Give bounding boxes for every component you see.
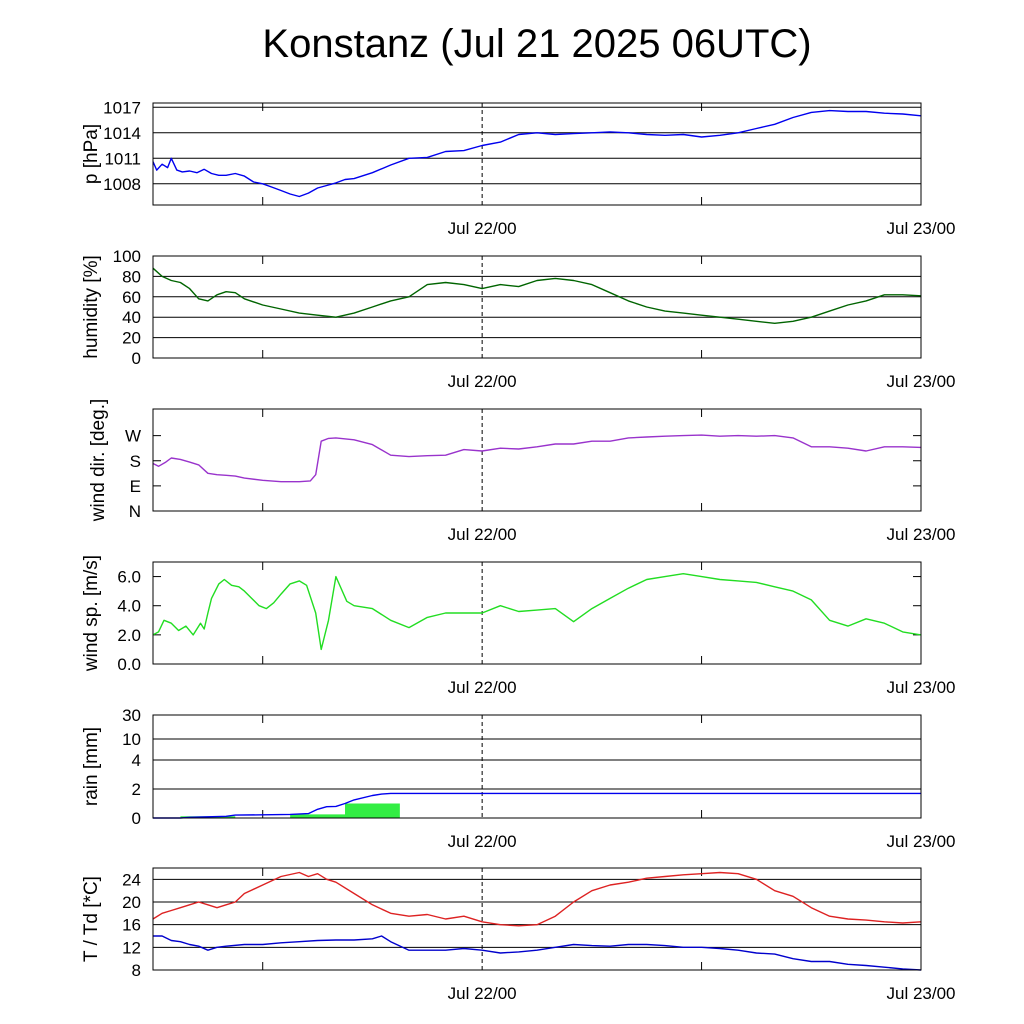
x-tick-label: Jul 23/00 (887, 525, 956, 544)
y-tick-label: 16 (122, 916, 141, 935)
y-axis-label: T / Td [*C] (81, 876, 102, 962)
series-line-td (153, 935, 922, 971)
x-tick-label: Jul 23/00 (887, 372, 956, 391)
panel-4: 0.0 2.0 4.0 6.0 Jul 22/00 Jul 23/00 wind sp. [… (81, 555, 956, 697)
y-tick-label: 4 (132, 751, 141, 770)
x-tick-label: Jul 22/00 (448, 678, 517, 697)
y-axis-label: humidity [%] (81, 255, 102, 358)
chart-title: Konstanz (Jul 21 2025 06UTC) (262, 22, 812, 66)
panel-frame (152, 408, 922, 512)
y-tick-label: W (125, 427, 141, 446)
y-tick-label: 0 (132, 809, 141, 828)
series-line-1 (152, 434, 922, 483)
x-tick-label: Jul 22/00 (448, 525, 517, 544)
y-tick-label: 24 (122, 870, 141, 889)
y-tick-label: 0.0 (117, 655, 141, 674)
y-tick-label: 80 (122, 267, 141, 286)
x-tick-label: Jul 23/00 (887, 984, 956, 1003)
y-tick-label: 1014 (103, 124, 141, 143)
panel-frame (152, 561, 922, 665)
panel-1: 1008 1011 1014 1017 Jul 22/00 Jul 23/00 p [hPa… (81, 98, 956, 238)
x-tick-label: Jul 22/00 (448, 832, 517, 851)
y-tick-label: 10 (122, 730, 141, 749)
y-tick-label: 12 (122, 938, 141, 957)
series-line-1 (152, 267, 922, 324)
y-axis-label: p [hPa] (81, 124, 102, 184)
x-tick-label: Jul 23/00 (887, 678, 956, 697)
y-tick-label: 1017 (103, 98, 141, 117)
x-tick-label: Jul 22/00 (448, 984, 517, 1003)
series-line-1 (153, 792, 921, 819)
x-tick-label: Jul 23/00 (887, 219, 956, 238)
y-tick-label: 30 (122, 706, 141, 725)
x-tick-label: Jul 22/00 (448, 219, 517, 238)
panel-6: 8 12 16 20 24 Jul 22/00 Jul 23/00 T / Td [*C] (81, 867, 956, 1003)
y-axis-label: wind sp. [m/s] (81, 555, 102, 672)
rain-bar (345, 803, 400, 818)
y-tick-label: 40 (122, 308, 141, 327)
y-tick-label: S (130, 452, 141, 471)
y-axis-label: rain [mm] (81, 727, 102, 806)
series-line-t (152, 871, 922, 927)
y-tick-label: 1011 (104, 149, 141, 168)
y-tick-label: 8 (132, 961, 141, 980)
panel-frame (152, 714, 922, 819)
panel-frame (152, 867, 922, 971)
series-line-1 (152, 573, 922, 651)
panel-frame (152, 255, 922, 359)
y-tick-label: 4.0 (117, 597, 141, 616)
y-tick-label: 60 (122, 288, 141, 307)
y-tick-label: 2 (132, 780, 141, 799)
series-line-1 (152, 109, 922, 198)
y-tick-label: N (129, 502, 141, 521)
y-tick-label: 1008 (103, 175, 141, 194)
rain-bar (290, 814, 345, 818)
y-tick-label: 20 (122, 893, 141, 912)
y-tick-label: E (130, 477, 141, 496)
y-tick-label: 0 (132, 349, 141, 368)
y-tick-label: 6.0 (117, 568, 141, 587)
y-tick-label: 100 (113, 247, 141, 266)
y-axis-label: wind dir. [deg.] (88, 399, 109, 523)
panel-5: 0 2 4 10 30 Jul 22/00 Jul 23/00 rain [mm] (81, 706, 956, 851)
x-tick-label: Jul 23/00 (887, 832, 956, 851)
y-tick-label: 20 (122, 329, 141, 348)
panel-frame (152, 102, 922, 206)
x-tick-label: Jul 22/00 (448, 372, 517, 391)
y-tick-label: 2.0 (117, 626, 141, 645)
